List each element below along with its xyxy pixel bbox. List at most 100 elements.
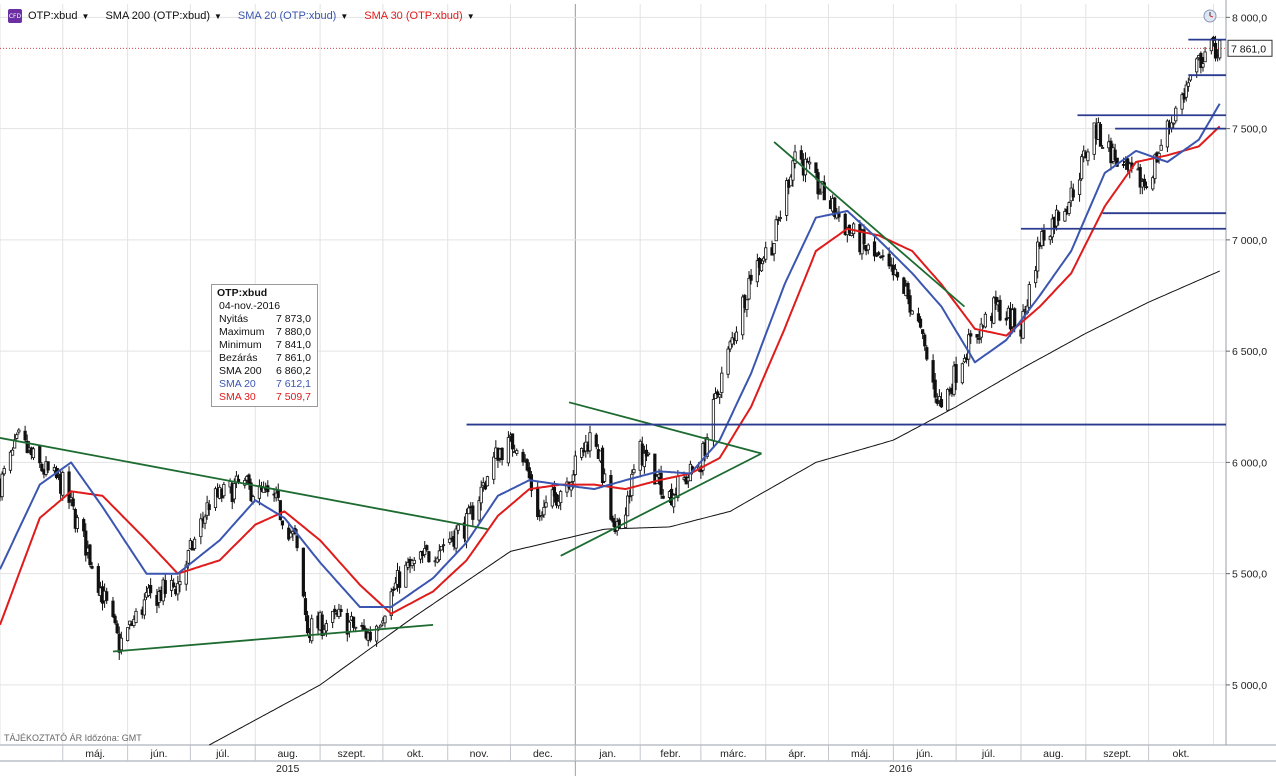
candle-body: [793, 151, 797, 164]
x-month-label: máj.: [851, 748, 871, 760]
candle-body: [789, 176, 793, 187]
legend-item-sma20[interactable]: SMA 20 (OTP:xbud) ▼: [238, 10, 348, 22]
infobox-label: SMA 200: [219, 365, 262, 377]
candle-body: [571, 474, 575, 482]
legend-item-sma30[interactable]: SMA 30 (OTP:xbud) ▼: [364, 10, 474, 22]
candle-body: [1098, 123, 1103, 147]
candle-body: [755, 260, 759, 283]
infobox-value: 7 612,1: [275, 378, 311, 390]
infobox-row-sma200: SMA 200 6 860,2: [212, 365, 317, 378]
infobox-value: 7 880,0: [275, 326, 311, 338]
candle-body: [851, 223, 856, 235]
candle-body: [946, 388, 950, 411]
candle-body: [893, 268, 898, 276]
legend-item-sma200[interactable]: SMA 200 (OTP:xbud) ▼: [105, 10, 221, 22]
legend-item-otp[interactable]: OTP:xbud ▼: [28, 10, 89, 22]
sma20-path: [0, 103, 1221, 608]
candle-body: [833, 197, 837, 218]
infobox-label: Minimum: [219, 339, 262, 351]
candle-body: [818, 192, 822, 195]
candle-body: [454, 528, 458, 549]
trendline: [568, 401, 762, 455]
candle-body: [992, 297, 996, 324]
candle-body: [178, 581, 182, 586]
candle-body: [448, 538, 452, 543]
candle-body: [849, 232, 854, 236]
series-legend: CFD OTP:xbud ▼ SMA 200 (OTP:xbud) ▼ SMA …: [8, 8, 485, 24]
candle-body: [347, 621, 351, 633]
x-month-label: jún.: [150, 748, 168, 760]
candle-body: [529, 474, 534, 491]
candle-body: [84, 530, 88, 556]
candle-body: [305, 615, 310, 634]
candle-body: [808, 161, 812, 165]
candle-body: [772, 243, 776, 255]
candle-body: [711, 399, 716, 442]
candle-body: [925, 347, 929, 360]
candle-body: [1180, 94, 1184, 110]
candle-body: [492, 456, 496, 480]
infobox-date: 04-nov.-2016: [219, 300, 281, 312]
x-month-label: okt.: [1173, 748, 1190, 760]
candle-body: [1165, 120, 1170, 148]
candle-body: [1195, 58, 1199, 73]
candle-body: [1042, 230, 1046, 241]
candle-body: [661, 495, 665, 499]
candle-body: [149, 585, 153, 594]
infobox-row-open: Nyitás 7 873,0: [212, 313, 317, 326]
candle-body: [1203, 51, 1207, 63]
caret-down-icon: ▼: [340, 11, 349, 21]
sma30-path: [0, 125, 1221, 626]
candle-body: [542, 506, 546, 516]
candle-body: [435, 557, 439, 563]
y-tick-label: 6 000,0: [1232, 457, 1267, 469]
candle-body: [713, 393, 718, 400]
candle-body: [921, 329, 925, 334]
candle-body: [540, 515, 544, 518]
candle-body: [88, 544, 92, 566]
candle-body: [111, 600, 115, 617]
candle-body: [404, 564, 408, 588]
candle-body: [1201, 63, 1205, 68]
infobox-label: Maximum: [219, 326, 265, 338]
candle-body: [96, 566, 100, 593]
trendline: [112, 623, 434, 653]
candle-body: [626, 495, 630, 517]
x-month-label: nov.: [470, 748, 489, 760]
candle-body: [1186, 82, 1190, 87]
x-month-label: szept.: [1103, 748, 1131, 760]
candle-body: [471, 505, 475, 520]
infobox-value: 6 860,2: [275, 365, 311, 377]
candle-body: [510, 433, 515, 450]
y-tick-label: 5 500,0: [1232, 569, 1267, 581]
candle-body: [2, 468, 6, 475]
candle-body: [573, 455, 577, 475]
x-month-label: aug.: [277, 748, 297, 760]
clock-icon[interactable]: [1203, 9, 1217, 23]
candle-body: [676, 476, 680, 498]
candle-body: [1151, 177, 1155, 190]
candle-body: [623, 514, 628, 528]
candle-body: [249, 482, 253, 502]
app-logo-icon: CFD: [8, 9, 22, 23]
x-year-label: 2015: [276, 763, 300, 775]
candle-body: [23, 430, 27, 441]
candle-body: [134, 610, 138, 623]
infobox-row-min: Minimum 7 841,0: [212, 339, 317, 352]
candle-body: [126, 627, 130, 642]
candle-body: [8, 451, 13, 471]
candle-body: [1077, 179, 1082, 195]
candle-body: [600, 447, 605, 484]
candle-body: [464, 513, 469, 542]
candle-body: [1063, 211, 1067, 222]
candle-body: [61, 472, 65, 496]
candle-body: [923, 334, 927, 347]
candle-body: [25, 440, 29, 453]
candle-body: [485, 476, 490, 487]
candle-body: [749, 274, 753, 281]
candle-body: [82, 519, 86, 532]
candle-body: [728, 341, 732, 350]
candle-body: [967, 334, 971, 360]
x-month-label: márc.: [720, 748, 746, 760]
